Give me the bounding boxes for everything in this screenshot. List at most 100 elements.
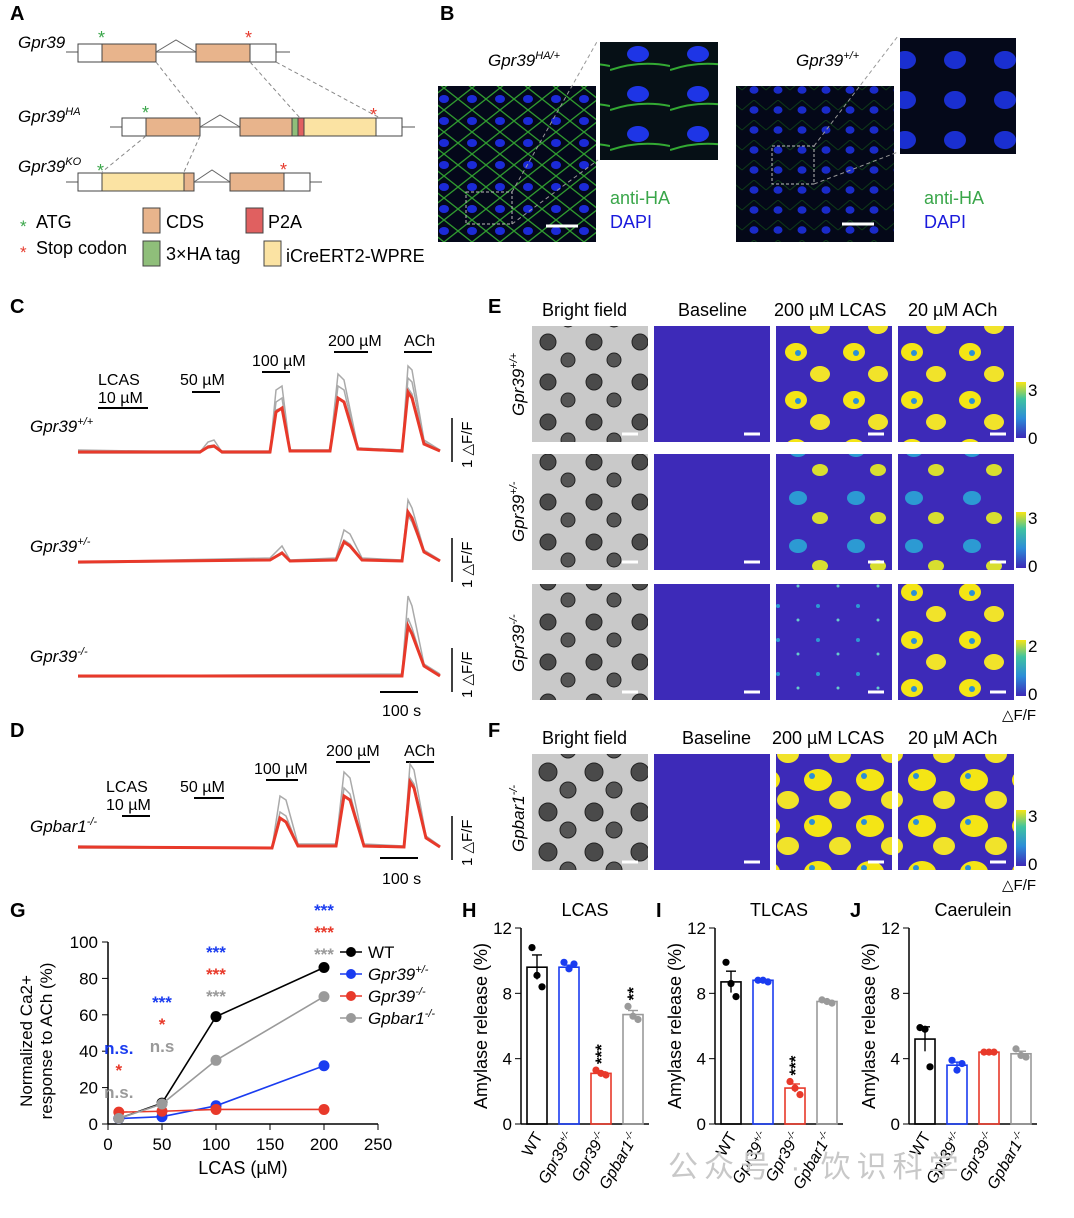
g-significance: *** — [206, 987, 226, 1006]
j-point — [1022, 1053, 1030, 1061]
f-col-bright: Bright field — [542, 728, 627, 748]
g-xtick-label: 250 — [364, 1135, 392, 1154]
c-stim-lcas: LCAS — [98, 372, 140, 389]
j-bar — [1010, 1052, 1032, 1125]
g-significance: n.s. — [104, 1083, 133, 1102]
e-col-ach: 20 µM ACh — [908, 300, 997, 320]
panel-f-imaging: Bright field Baseline 200 µM LCAS 20 µM … — [508, 728, 1037, 894]
h-ytick-label: 4 — [503, 1050, 512, 1069]
j-point — [948, 1056, 956, 1064]
h-ytick-label: 12 — [493, 919, 512, 938]
b-right-stain-dapi: DAPI — [924, 212, 966, 232]
g-ytick-label: 60 — [79, 1006, 98, 1025]
g-significance: * — [159, 1015, 166, 1034]
legend-ha: 3×HA tag — [166, 244, 241, 264]
g-point — [318, 1060, 330, 1072]
g-point — [318, 991, 330, 1003]
legend-atg: ATG — [36, 212, 72, 232]
e-cbar-max1: 3 — [1028, 381, 1037, 400]
c-stim-50: 50 µM — [180, 372, 225, 389]
h-bar — [590, 1072, 612, 1125]
g-xtick-label: 200 — [310, 1135, 338, 1154]
svg-text:*: * — [280, 160, 287, 180]
h-point — [538, 983, 546, 991]
j-title: Caerulein — [934, 900, 1011, 920]
g-point — [210, 1054, 222, 1066]
j-bar — [978, 1051, 1000, 1125]
j-point — [953, 1066, 961, 1074]
i-point — [722, 958, 730, 966]
i-bar — [816, 1000, 838, 1125]
e-row-ko: Gpr39-/- — [508, 614, 528, 672]
c-stim-200: 200 µM — [328, 333, 382, 350]
b-right-zoom — [900, 38, 1016, 154]
svg-text:*: * — [97, 161, 104, 181]
legend-stop: Stop codon — [36, 238, 127, 258]
h-xtick-label: WT — [519, 1129, 546, 1159]
g-significance: *** — [314, 923, 334, 942]
d-stim-200: 200 µM — [326, 743, 380, 760]
b-right-image — [736, 86, 894, 242]
panel-label-g: G — [10, 900, 26, 922]
g-significance: *** — [206, 965, 226, 984]
i-star: *** — [786, 1055, 805, 1075]
svg-text:*: * — [370, 105, 377, 125]
i-point — [764, 978, 772, 986]
b-right-title: Gpr39+/+ — [796, 50, 860, 70]
svg-text:*: * — [20, 217, 27, 236]
h-point — [634, 1015, 642, 1024]
f-cbar-unit: △F/F — [1002, 877, 1036, 894]
i-bar — [752, 979, 774, 1125]
j-bar — [946, 1064, 968, 1125]
b-left-title: Gpr39HA/+ — [488, 50, 561, 70]
g-xtick-label: 50 — [153, 1135, 172, 1154]
svg-text:*: * — [245, 28, 252, 48]
d-scale-x: 100 s — [382, 871, 421, 888]
legend-cre: iCreERT2-WPRE — [286, 246, 425, 266]
panel-c-calcium-traces: LCAS 10 µM 50 µM 100 µM 200 µM ACh Gpr39… — [30, 333, 476, 720]
c-stim-ach: ACh — [404, 333, 435, 350]
h-point — [533, 971, 541, 979]
h-title: LCAS — [561, 900, 608, 920]
j-ytick-label: 12 — [881, 919, 900, 938]
gene-label-ko: Gpr39KO — [18, 156, 82, 176]
f-col-baseline: Baseline — [682, 728, 751, 748]
watermark: 公众号 · 饮识科学 — [668, 1151, 965, 1184]
g-significance: n.s. — [104, 1039, 133, 1058]
i-point — [786, 1077, 794, 1086]
panel-label-f: F — [488, 720, 501, 742]
panel-a-gene-diagram: Gpr39 * * Gpr39HA * * Gpr39KO * * * ATG … — [18, 28, 425, 267]
h-bar — [526, 966, 548, 1125]
g-significance: *** — [314, 901, 334, 920]
i-ylabel: Amylase release (%) — [665, 943, 685, 1109]
g-ylabel: Normalized Ca2+response to ACh (%) — [17, 963, 56, 1120]
j-ytick-label: 8 — [891, 984, 900, 1003]
svg-text:*: * — [98, 28, 105, 48]
c-genotype-ko: Gpr39-/- — [30, 646, 88, 666]
e-cbar-unit: △F/F — [1002, 707, 1036, 724]
g-significance: *** — [314, 945, 334, 964]
e-col-bright: Bright field — [542, 300, 627, 320]
i-point — [828, 999, 836, 1007]
c-scale-y1: 1 △F/F — [459, 421, 476, 468]
c-genotype-wt: Gpr39+/+ — [30, 416, 94, 436]
j-point — [958, 1059, 966, 1068]
e-row-het: Gpr39+/- — [508, 481, 528, 542]
g-point — [156, 1098, 168, 1110]
panel-label-a: A — [10, 3, 25, 25]
i-point — [796, 1091, 804, 1099]
g-significance: *** — [206, 943, 226, 962]
legend-cds: CDS — [166, 212, 204, 232]
f-cbar-min: 0 — [1028, 855, 1037, 874]
h-xtick-label: Gpbar1-/- — [595, 1128, 642, 1192]
c-stim-10: 10 µM — [98, 390, 143, 407]
g-ytick-label: 40 — [79, 1042, 98, 1061]
g-legend-marker — [346, 947, 356, 957]
i-title: TLCAS — [750, 900, 808, 920]
j-point — [980, 1048, 988, 1056]
i-ytick-label: 0 — [697, 1115, 706, 1134]
g-point — [318, 1103, 330, 1115]
e-cbar-min3: 0 — [1028, 685, 1037, 704]
